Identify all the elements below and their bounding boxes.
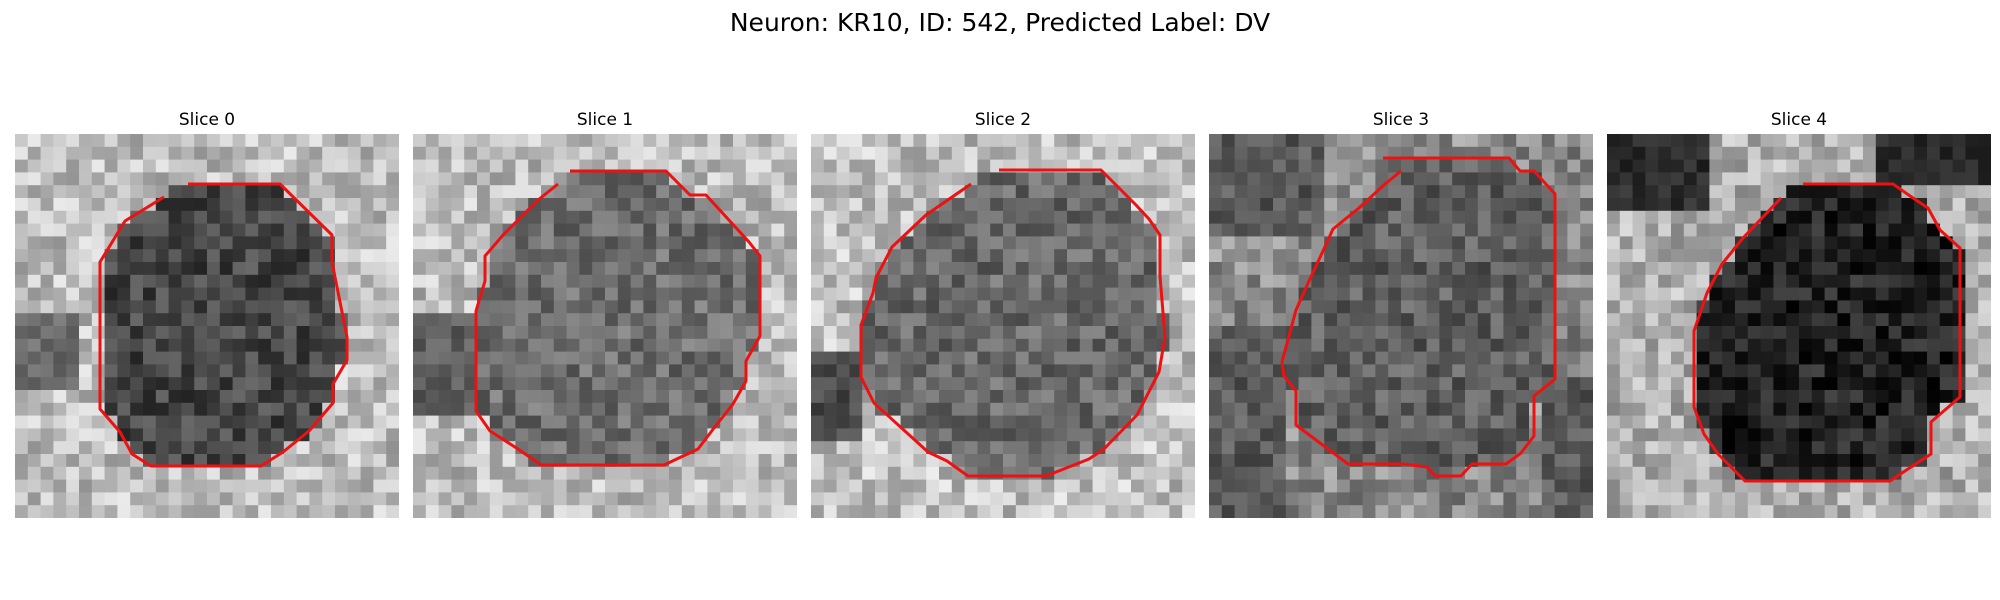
- slice-panel-2: Slice 2: [811, 108, 1195, 518]
- cell-contour: [1692, 182, 1962, 483]
- pixel-grid: [1209, 134, 1593, 518]
- slice-image-2: [811, 134, 1195, 518]
- slice-panel-4: Slice 4: [1607, 108, 1991, 518]
- slice-panel-3: Slice 3: [1209, 108, 1593, 518]
- figure-title: Neuron: KR10, ID: 542, Predicted Label: …: [729, 8, 1271, 37]
- slice-title-2: Slice 2: [974, 110, 1032, 130]
- slice-title-4: Slice 4: [1770, 110, 1828, 130]
- pixel-grid: [1607, 134, 1991, 518]
- slice-panel-1: Slice 1: [413, 108, 797, 518]
- slice-panel-0: Slice 0: [15, 108, 399, 518]
- slice-title-3: Slice 3: [1372, 110, 1430, 130]
- pixel-grid: [811, 134, 1195, 518]
- cell-contour: [859, 168, 1167, 478]
- pixel-grid: [15, 134, 399, 518]
- pixel-grid: [413, 134, 797, 518]
- cell-contour: [1280, 156, 1557, 478]
- slice-image-0: [15, 134, 399, 518]
- slice-title-1: Slice 1: [576, 110, 634, 130]
- slice-image-4: [1607, 134, 1991, 518]
- cell-contour: [474, 169, 762, 467]
- slice-image-1: [413, 134, 797, 518]
- slice-image-3: [1209, 134, 1593, 518]
- cell-contour: [98, 182, 349, 468]
- slice-title-0: Slice 0: [178, 110, 236, 130]
